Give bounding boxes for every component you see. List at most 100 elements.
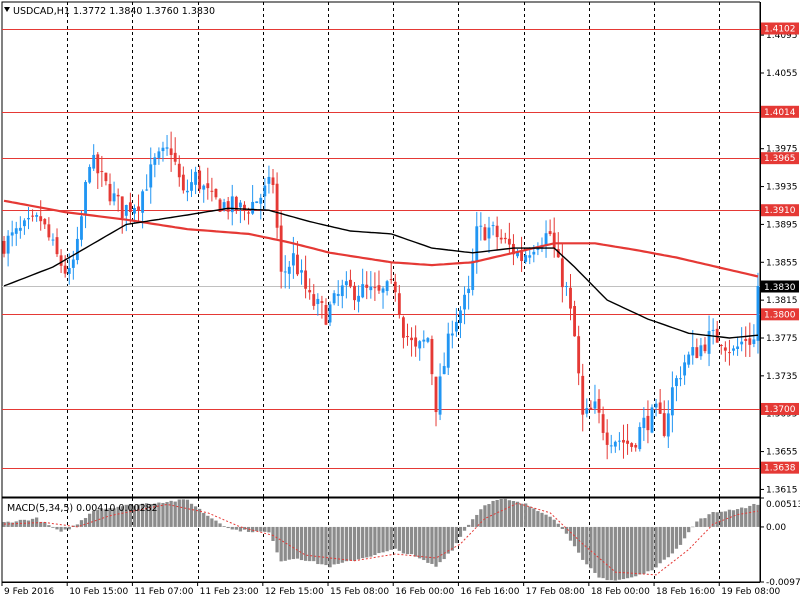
time-tick-label: 10 Feb 15:00	[69, 587, 128, 597]
macd-histogram-bar	[120, 506, 124, 527]
macd-histogram-bar	[153, 503, 157, 527]
candle-body	[418, 341, 422, 349]
candle-body	[149, 164, 153, 188]
level-tag-label: 1.3800	[764, 310, 796, 320]
dropdown-triangle-icon[interactable]	[4, 7, 10, 12]
macd-histogram-bar	[320, 526, 324, 565]
candle-body	[2, 240, 6, 254]
candle-body	[528, 255, 532, 258]
candle-body	[27, 217, 30, 220]
candle-body	[344, 281, 348, 286]
candle-body	[670, 387, 674, 416]
macd-tick-label: 0.00	[766, 523, 786, 533]
macd-histogram-bar	[259, 526, 263, 532]
candle-body	[556, 249, 560, 258]
macd-histogram-bar	[621, 526, 626, 580]
candle-body	[430, 338, 434, 375]
price-tick-label: 1.4095	[766, 31, 798, 41]
candle-body	[47, 224, 51, 238]
macd-histogram-bar	[255, 526, 259, 532]
macd-histogram-bar	[189, 503, 194, 527]
macd-histogram-bar	[373, 526, 377, 556]
macd-histogram-bar	[222, 526, 226, 527]
main-chart-area[interactable]	[1, 1, 761, 583]
candle-body	[108, 183, 112, 202]
candle-body	[185, 190, 189, 193]
level-tag-label: 1.3965	[764, 154, 796, 164]
candle-body	[263, 185, 267, 197]
macd-histogram-bar	[55, 526, 59, 530]
candle-body	[662, 413, 666, 436]
macd-histogram-bar	[295, 526, 300, 559]
candle-body	[67, 268, 71, 274]
candle-body	[328, 304, 332, 323]
macd-histogram-bar	[752, 503, 756, 527]
candle-body	[6, 235, 10, 254]
candle-body	[161, 147, 165, 152]
macd-histogram-bar	[727, 509, 732, 527]
price-tick-label: 1.4055	[766, 69, 798, 79]
macd-histogram-bar	[238, 526, 243, 532]
candle-body	[251, 201, 255, 214]
candle-body	[320, 301, 324, 303]
macd-histogram-bar	[695, 521, 699, 527]
candle-body	[296, 254, 299, 275]
time-tick-label: 9 Feb 2016	[4, 587, 55, 597]
macd-histogram-bar	[128, 504, 133, 527]
candle-body	[202, 185, 206, 190]
level-tag	[761, 22, 799, 35]
macd-histogram-bar	[369, 526, 373, 557]
level-tag	[761, 152, 799, 165]
macd-histogram-bar	[173, 501, 177, 527]
candle-body	[194, 171, 198, 185]
macd-histogram-bar	[87, 513, 92, 527]
candle-body	[499, 237, 503, 240]
candle-body	[234, 196, 238, 211]
candle-body	[145, 189, 149, 191]
candle-body	[137, 206, 140, 211]
macd-histogram-bar	[475, 514, 479, 527]
level-tag-label: 1.4102	[764, 25, 796, 35]
candle-body	[324, 305, 328, 325]
candle-body	[308, 290, 312, 293]
macd-histogram-bar	[75, 524, 80, 527]
price-tick-label: 1.3895	[766, 220, 798, 230]
candle-body	[438, 376, 442, 415]
macd-histogram-bar	[365, 526, 369, 558]
candle-body	[544, 233, 548, 245]
candle-body	[210, 190, 214, 192]
macd-panel[interactable]	[2, 498, 760, 581]
candle-body	[687, 354, 691, 365]
macd-histogram-bar	[748, 505, 752, 527]
candle-body	[75, 238, 79, 261]
candle-body	[683, 362, 687, 376]
candle-body	[300, 270, 303, 273]
candle-body	[230, 196, 234, 213]
candle-body	[124, 205, 128, 216]
candle-body	[434, 376, 438, 413]
macd-histogram-bar	[202, 512, 206, 527]
candle-body	[128, 202, 132, 212]
macd-histogram-bar	[169, 500, 173, 527]
candle-body	[10, 232, 14, 236]
candle-body	[707, 331, 711, 354]
candle-body	[59, 255, 63, 266]
candle-body	[414, 337, 418, 347]
macd-histogram-bar	[438, 526, 442, 563]
macd-histogram-bar	[393, 526, 397, 549]
candle-body	[675, 378, 678, 387]
macd-histogram-bar	[328, 526, 332, 568]
macd-histogram-bar	[446, 526, 450, 554]
macd-histogram-bar	[589, 526, 593, 569]
macd-histogram-bar	[711, 512, 715, 527]
candle-body	[190, 182, 193, 191]
candle-body	[597, 398, 601, 413]
current-price-label: 1.3830	[764, 283, 796, 293]
macd-histogram-bar	[181, 499, 185, 527]
macd-histogram-bar	[515, 501, 520, 527]
macd-histogram-bar	[674, 526, 679, 549]
candle-body	[475, 226, 479, 263]
candle-body	[120, 196, 124, 219]
candle-body	[532, 251, 536, 255]
